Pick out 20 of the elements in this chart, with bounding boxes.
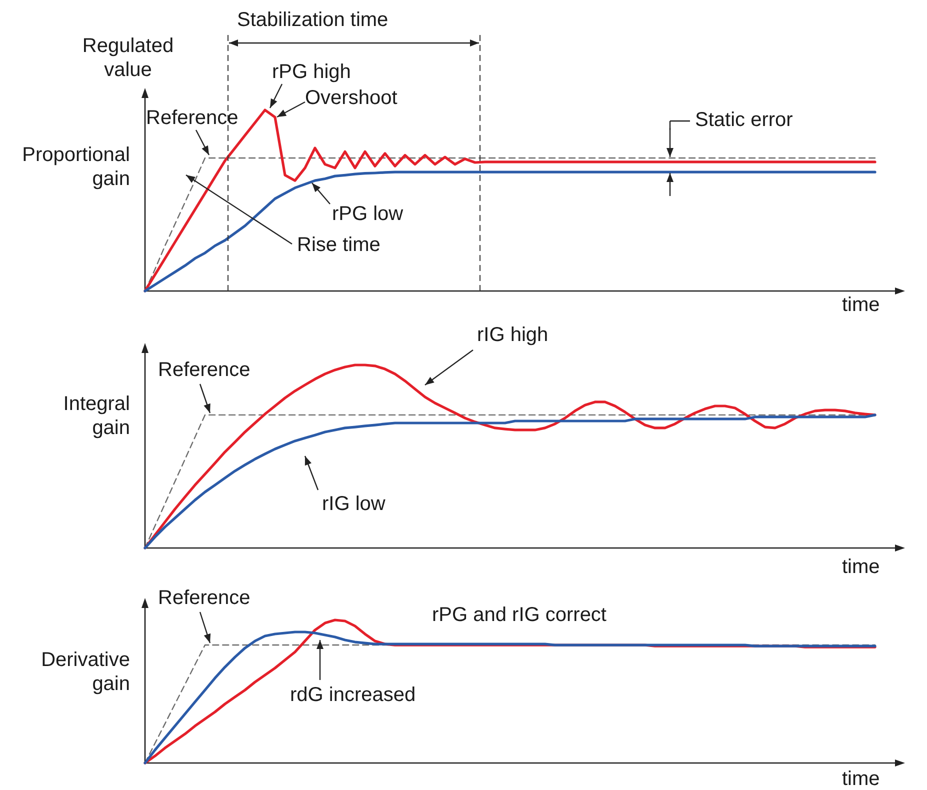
y-axis-title: Derivative gain xyxy=(40,648,130,696)
x-axis-title: time xyxy=(842,555,880,579)
annotation: Rise time xyxy=(297,233,380,257)
series-label: rPG low xyxy=(332,202,404,226)
annotation: rPG and rIG correct xyxy=(432,603,606,627)
series-label: Reference xyxy=(146,106,238,130)
text: Regulated value xyxy=(81,34,175,82)
annotation: Static error xyxy=(695,108,793,132)
series-label: Reference xyxy=(158,586,250,610)
text: rIG low xyxy=(322,492,386,516)
y-axis-title: Proportional gain xyxy=(21,143,130,191)
text: Overshoot xyxy=(305,86,398,110)
series-label: Reference xyxy=(158,358,250,382)
series-label: rPG high xyxy=(272,60,351,84)
y-axis-title: Integral gain xyxy=(62,392,130,440)
series-label: rdG increased xyxy=(290,683,416,707)
x-axis-title: time xyxy=(842,293,880,317)
x-axis-title: time xyxy=(842,767,880,790)
text: Stabilization time xyxy=(237,8,388,32)
text: rIG high xyxy=(477,323,548,347)
